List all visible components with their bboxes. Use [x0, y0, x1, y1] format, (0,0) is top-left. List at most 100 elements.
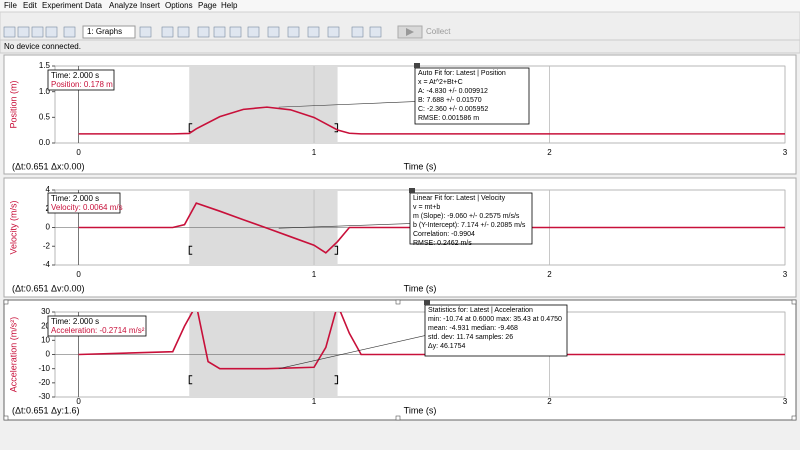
annotation-box	[409, 192, 533, 245]
toolbar-button[interactable]	[3, 26, 16, 38]
readout-box	[47, 192, 121, 214]
x-tick-label: 3	[783, 148, 788, 157]
page-dropdown[interactable]	[82, 25, 136, 39]
x-axis-label: Time (s)	[404, 161, 437, 171]
selection	[189, 66, 338, 143]
resize-handle[interactable]	[395, 299, 401, 305]
x-tick-label: 2	[547, 397, 552, 406]
y-tick-label: 20	[41, 321, 50, 330]
annotation-line: B: 7.688 +/- 0.01570	[418, 97, 482, 104]
x-axis-label: Time (s)	[404, 405, 437, 415]
toolbar-button[interactable]	[45, 26, 58, 38]
selection-bracket	[188, 245, 193, 255]
readout-box	[47, 315, 147, 337]
menu-item[interactable]: Experiment	[42, 1, 83, 10]
toolbar-button[interactable]	[17, 26, 30, 38]
readout-time: Time: 2.000 s	[51, 317, 99, 326]
annotation-line: RMSE: 0.2462 m/s	[413, 240, 472, 247]
toolbar-button[interactable]	[139, 26, 152, 38]
play-icon	[406, 28, 414, 36]
toolbar-button[interactable]	[177, 26, 190, 38]
delta-footer: (Δt:0.651 Δv:0.00)	[12, 283, 85, 293]
toolbar-button[interactable]	[327, 26, 340, 38]
collect-label: Collect	[426, 27, 451, 36]
annotation-line: b (Y-Intercept): 7.174 +/- 0.2085 m/s	[413, 222, 526, 229]
toolbar-button[interactable]	[161, 26, 174, 38]
menu-item[interactable]: Analyze	[109, 1, 138, 10]
x-tick-label: 0	[76, 397, 81, 406]
annotation-line: C: -2.360 +/- 0.005952	[418, 106, 488, 113]
annotation-line: A: -4.830 +/- 0.009912	[418, 88, 488, 95]
readout-value: Position: 0.178 m	[51, 80, 113, 89]
x-tick-label: 2	[547, 270, 552, 279]
y-tick-label: -2	[43, 241, 51, 250]
y-tick-label: 0.5	[39, 112, 51, 121]
selection-bracket	[334, 375, 339, 385]
toolbar-button[interactable]	[287, 26, 300, 38]
toolbar-button[interactable]	[247, 26, 260, 38]
y-tick-label: -4	[43, 260, 51, 269]
status-bar	[0, 39, 800, 54]
selection-bracket	[334, 245, 339, 255]
delta-footer: (Δt:0.651 Δy:1.6)	[12, 405, 80, 415]
y-tick-label: 0.0	[39, 138, 51, 147]
toolbar-button[interactable]	[351, 26, 364, 38]
annotation-box	[414, 67, 530, 125]
y-axis-label: Velocity (m/s)	[8, 200, 18, 254]
resize-handle[interactable]	[395, 415, 401, 421]
graph-panel: 0 1 2 3 -30 -20 -10 0 10 20 30 Acceleration (m/s²) T…	[3, 299, 797, 421]
resize-handle[interactable]	[791, 415, 797, 421]
resize-handle[interactable]	[791, 299, 797, 305]
menu-item[interactable]: Help	[221, 1, 238, 10]
toolbar-button[interactable]	[197, 26, 210, 38]
toolbar-button[interactable]	[63, 26, 76, 38]
x-axis-label: Time (s)	[404, 283, 437, 293]
menu-item[interactable]: Page	[198, 1, 217, 10]
bottom-area	[0, 422, 800, 450]
x-tick-label: 3	[783, 397, 788, 406]
annotation-line: m (Slope): -9.060 +/- 0.2575 m/s/s	[413, 213, 520, 220]
data-line	[78, 106, 785, 135]
toolbar-button[interactable]	[369, 26, 382, 38]
annotation-line: RMSE: 0.001586 m	[418, 115, 479, 122]
x-tick-label: 1	[312, 270, 317, 279]
annotation-line: Correlation: -0.9904	[413, 231, 475, 238]
y-tick-label: -30	[38, 392, 50, 401]
readout-value: Velocity: 0.0064 m/s	[51, 203, 123, 212]
y-tick-label: 30	[41, 307, 50, 316]
annotation-line: Auto Fit for: Latest | Position	[418, 70, 506, 77]
y-tick-label: 0	[46, 223, 51, 232]
menu-item[interactable]: File	[4, 1, 17, 10]
y-tick-label: 10	[41, 335, 50, 344]
toolbar-button[interactable]	[31, 26, 44, 38]
menu-item[interactable]: Data	[85, 1, 102, 10]
y-tick-label: -10	[38, 364, 50, 373]
page-dropdown-label: 1: Graphs	[87, 27, 122, 36]
selection-bracket	[334, 123, 339, 133]
x-tick-label: 1	[312, 148, 317, 157]
resize-handle[interactable]	[3, 415, 9, 421]
toolbar-button[interactable]	[229, 26, 242, 38]
annotation-leader	[278, 335, 426, 369]
delta-footer: (Δt:0.651 Δx:0.00)	[12, 161, 85, 171]
y-tick-label: 4	[46, 185, 51, 194]
x-tick-label: 0	[76, 148, 81, 157]
graph-panel: 0 1 2 3 0.0 0.5 1.0 1.5 Position (m) Time (s) (Δt:…	[3, 54, 797, 175]
x-tick-label: 3	[783, 270, 788, 279]
annotation-line: v = mt+b	[413, 204, 440, 211]
readout-time: Time: 2.000 s	[51, 194, 99, 203]
toolbar-button[interactable]	[267, 26, 280, 38]
toolbar-button[interactable]	[213, 26, 226, 38]
menu-item[interactable]: Edit	[23, 1, 38, 10]
annotation-line: Δy: 46.1754	[428, 343, 465, 350]
annotation-line: min: -10.74 at 0.6000 max: 35.43 at 0.47…	[428, 316, 562, 323]
x-tick-label: 0	[76, 270, 81, 279]
y-tick-label: 1.0	[39, 87, 51, 96]
menu-item[interactable]: Options	[165, 1, 193, 10]
resize-handle[interactable]	[3, 299, 9, 305]
toolbar-button[interactable]	[307, 26, 320, 38]
annotation-line: Statistics for: Latest | Acceleration	[428, 307, 533, 314]
menu-item[interactable]: Insert	[140, 1, 161, 10]
